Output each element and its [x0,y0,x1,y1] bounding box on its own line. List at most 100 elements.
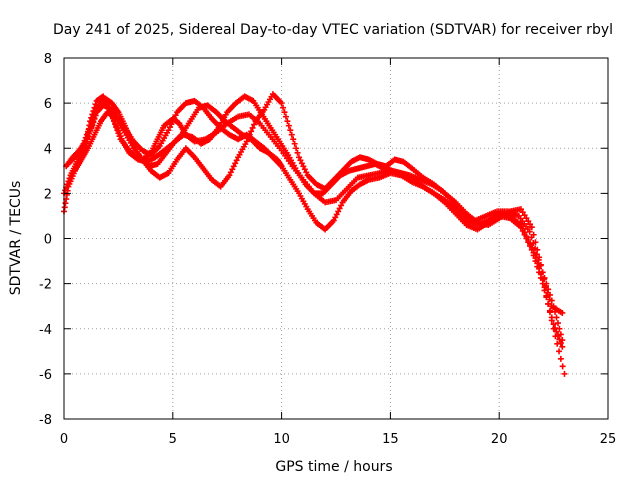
data-point [550,325,557,332]
data-point [517,221,524,228]
data-point [332,214,339,221]
data-point [82,134,89,141]
data-point [530,231,537,238]
data-point [300,163,307,170]
data-point [171,115,178,122]
data-point [330,217,337,224]
data-point [536,265,543,272]
data-point [525,218,532,225]
y-tick-label: 4 [44,142,52,157]
data-point [165,127,172,134]
data-point [291,140,298,147]
data-point [249,124,256,131]
data-point [552,308,559,315]
data-point [296,154,303,161]
data-point [557,355,564,362]
data-point [545,300,552,307]
data-point [282,113,289,120]
data-point [561,370,568,377]
data-point [280,104,287,111]
x-tick-label: 15 [382,432,399,447]
data-point [336,205,343,212]
data-point [89,116,96,123]
data-point [278,100,285,107]
grid-lines [64,58,608,419]
data-point [523,233,530,240]
data-point [90,113,97,120]
data-point [557,331,564,338]
data-point [556,348,563,355]
data-point [91,110,98,117]
data-point [556,325,563,332]
data-point [226,172,233,179]
data-point [172,112,179,119]
data-point [83,131,90,138]
data-point [525,237,532,244]
data-point [230,163,237,170]
y-tick-label: 2 [44,187,52,202]
data-point [559,363,566,370]
data-point [554,320,561,327]
y-tick-label: -2 [39,278,52,293]
data-point [65,178,72,185]
data-point [88,119,95,126]
axis-ticks: 0 5 10 15 20 25 -8 -6 -4 -2 0 2 4 6 8 [39,52,616,447]
y-tick-label: 8 [44,52,52,67]
chart-title: Day 241 of 2025, Sidereal Day-to-day VTE… [53,22,613,38]
x-tick-label: 25 [600,432,617,447]
data-point [64,181,71,188]
data-point [243,138,250,145]
data-point [527,221,534,228]
x-axis-label: GPS time / hours [275,459,392,475]
data-point [92,107,99,114]
data-point [559,337,566,344]
data-point [553,314,560,321]
data-point [298,160,305,167]
data-point [246,131,253,138]
data-point [550,303,557,310]
y-axis-label: SDTVAR / TECUs [8,181,24,296]
data-point [166,124,173,131]
data-point [80,140,87,147]
data-point [338,202,345,209]
data-points [61,91,568,377]
data-point [517,206,524,213]
data-point [521,229,528,236]
data-point [303,169,310,176]
data-point [278,163,285,170]
data-point [536,254,543,261]
data-point [545,286,552,293]
x-tick-label: 0 [60,432,68,447]
data-point [559,309,566,316]
data-point [232,160,239,167]
data-point [541,274,548,281]
data-point [233,157,240,164]
data-point [532,239,539,246]
data-point [554,340,561,347]
data-point [168,121,175,128]
data-point [248,128,255,135]
data-point [287,127,294,134]
data-point [297,157,304,164]
data-point [534,246,541,253]
data-point [519,209,526,216]
data-point [333,211,340,218]
data-point [62,187,69,194]
data-point [519,225,526,232]
data-point [86,125,93,132]
data-point [528,224,535,231]
data-point [335,208,342,215]
data-point [528,244,535,251]
data-point [539,269,546,276]
data-point [66,175,73,182]
data-point [543,280,550,287]
data-point [301,166,308,173]
data-point [281,109,288,116]
data-point [290,136,297,143]
data-point [548,317,555,324]
data-point [526,228,533,235]
data-point [84,128,91,135]
y-tick-label: -4 [39,323,52,338]
